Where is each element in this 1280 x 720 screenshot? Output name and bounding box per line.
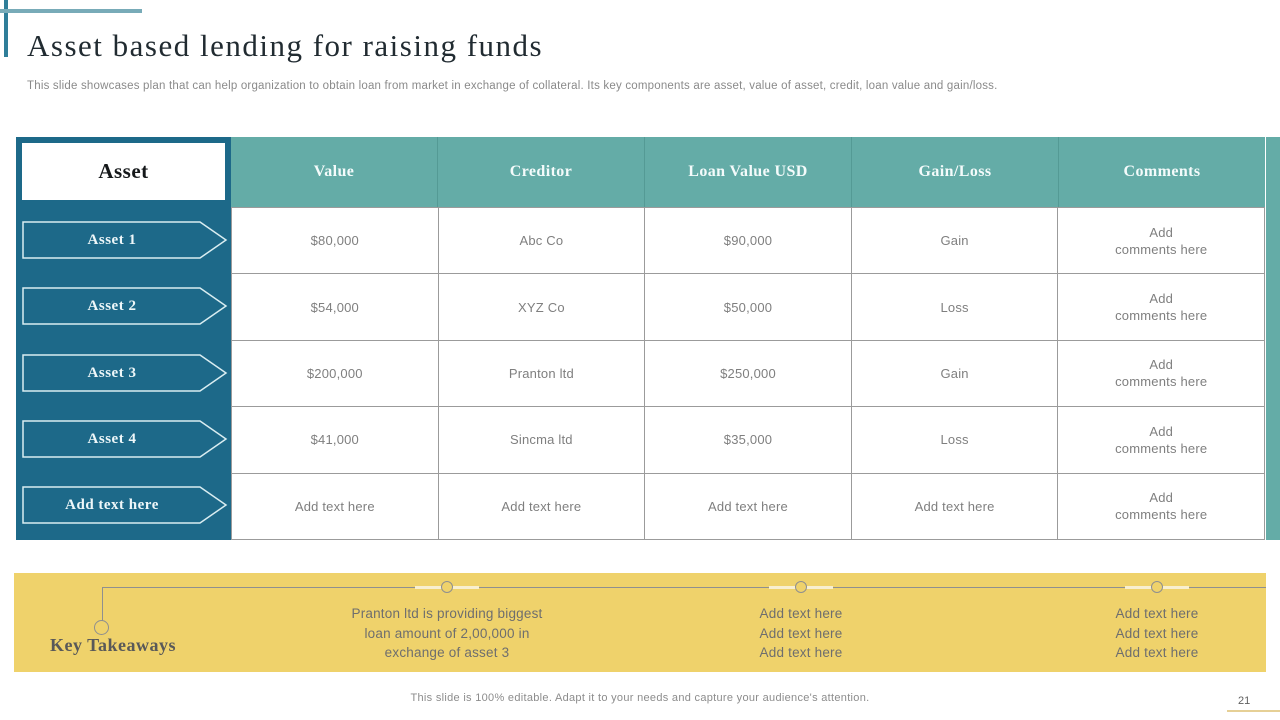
arrow-shape-icon <box>22 486 228 524</box>
cell-loan: $50,000 <box>645 274 851 340</box>
corner-cell-asset: Asset <box>22 143 225 200</box>
takeaway-connector-line <box>102 587 1266 588</box>
asset-row-label: Asset 2 <box>87 297 137 314</box>
cell-creditor: Sincma ltd <box>438 407 645 473</box>
column-header-value: Value <box>231 137 437 207</box>
asset-row-button-add[interactable]: Add text here <box>22 486 228 524</box>
corner-accent-vertical-line <box>4 0 8 57</box>
takeaway-connector-elbow <box>102 587 103 621</box>
takeaway-text-1: Pranton ltd is providing biggest loan am… <box>351 606 543 660</box>
cell-gain-loss-placeholder[interactable]: Add text here <box>851 473 1058 539</box>
key-takeaways-band: Key Takeaways Pranton ltd is providing b… <box>14 573 1266 672</box>
asset-row-label: Asset 1 <box>87 231 137 248</box>
slide-description: This slide showcases plan that can help … <box>27 80 998 92</box>
cell-value: $54,000 <box>232 274 438 340</box>
arrow-shape-icon <box>22 287 228 325</box>
takeaway-heading-node-icon <box>94 620 109 635</box>
takeaway-text-3[interactable]: Add text here Add text here Add text her… <box>1115 606 1199 660</box>
cell-value-placeholder[interactable]: Add text here <box>232 473 438 539</box>
footer-note: This slide is 100% editable. Adapt it to… <box>410 692 870 704</box>
table-body: $80,000 Abc Co $90,000 Gain Add comments… <box>231 207 1265 540</box>
page-number: 21 <box>1238 695 1251 707</box>
asset-sidebar: Asset Asset 1 Asset 2 Asset 3 Asset 4 Ad… <box>16 137 231 540</box>
cell-value: $41,000 <box>232 407 438 473</box>
cell-comments[interactable]: Add comments here <box>1058 340 1264 407</box>
asset-row-button-4[interactable]: Asset 4 <box>22 420 228 458</box>
cell-comments[interactable]: Add comments here <box>1058 407 1264 473</box>
arrow-shape-icon <box>22 221 228 259</box>
asset-row-label: Asset 4 <box>87 430 137 447</box>
takeaway-text-2[interactable]: Add text here Add text here Add text her… <box>759 606 843 660</box>
cell-value: $80,000 <box>232 208 438 274</box>
takeaway-node-icon <box>441 581 453 593</box>
cell-creditor: Abc Co <box>438 208 645 274</box>
cell-comments[interactable]: Add comments here <box>1058 208 1264 274</box>
table-header-row: Value Creditor Loan Value USD Gain/Loss … <box>231 137 1265 207</box>
page-number-underline <box>1227 710 1280 712</box>
table-right-accent-strip <box>1266 137 1280 540</box>
cell-comments[interactable]: Add comments here <box>1058 473 1264 539</box>
column-header-loan-value: Loan Value USD <box>644 137 851 207</box>
column-header-comments: Comments <box>1058 137 1265 207</box>
asset-row-button-3[interactable]: Asset 3 <box>22 354 228 392</box>
cell-value: $200,000 <box>232 340 438 407</box>
column-header-gain-loss: Gain/Loss <box>851 137 1058 207</box>
takeaway-node-icon <box>1151 581 1163 593</box>
cell-gain-loss: Gain <box>851 208 1058 274</box>
cell-loan-placeholder[interactable]: Add text here <box>645 473 851 539</box>
cell-loan: $35,000 <box>645 407 851 473</box>
cell-gain-loss: Loss <box>851 274 1058 340</box>
asset-table: Asset Asset 1 Asset 2 Asset 3 Asset 4 Ad… <box>16 137 1265 540</box>
asset-row-button-2[interactable]: Asset 2 <box>22 287 228 325</box>
page-title: Asset based lending for raising funds <box>27 28 544 63</box>
cell-comments[interactable]: Add comments here <box>1058 274 1264 340</box>
asset-row-button-1[interactable]: Asset 1 <box>22 221 228 259</box>
column-header-creditor: Creditor <box>437 137 644 207</box>
cell-creditor: Pranton ltd <box>438 340 645 407</box>
cell-gain-loss: Gain <box>851 340 1058 407</box>
cell-gain-loss: Loss <box>851 407 1058 473</box>
cell-creditor: XYZ Co <box>438 274 645 340</box>
arrow-shape-icon <box>22 354 228 392</box>
cell-loan: $250,000 <box>645 340 851 407</box>
takeaway-node-icon <box>795 581 807 593</box>
arrow-shape-icon <box>22 420 228 458</box>
corner-accent-horizontal-line <box>0 9 142 13</box>
key-takeaways-heading: Key Takeaways <box>50 635 177 655</box>
asset-row-label: Asset 3 <box>87 364 137 381</box>
asset-row-label: Add text here <box>65 496 159 513</box>
cell-loan: $90,000 <box>645 208 851 274</box>
cell-creditor-placeholder[interactable]: Add text here <box>438 473 645 539</box>
